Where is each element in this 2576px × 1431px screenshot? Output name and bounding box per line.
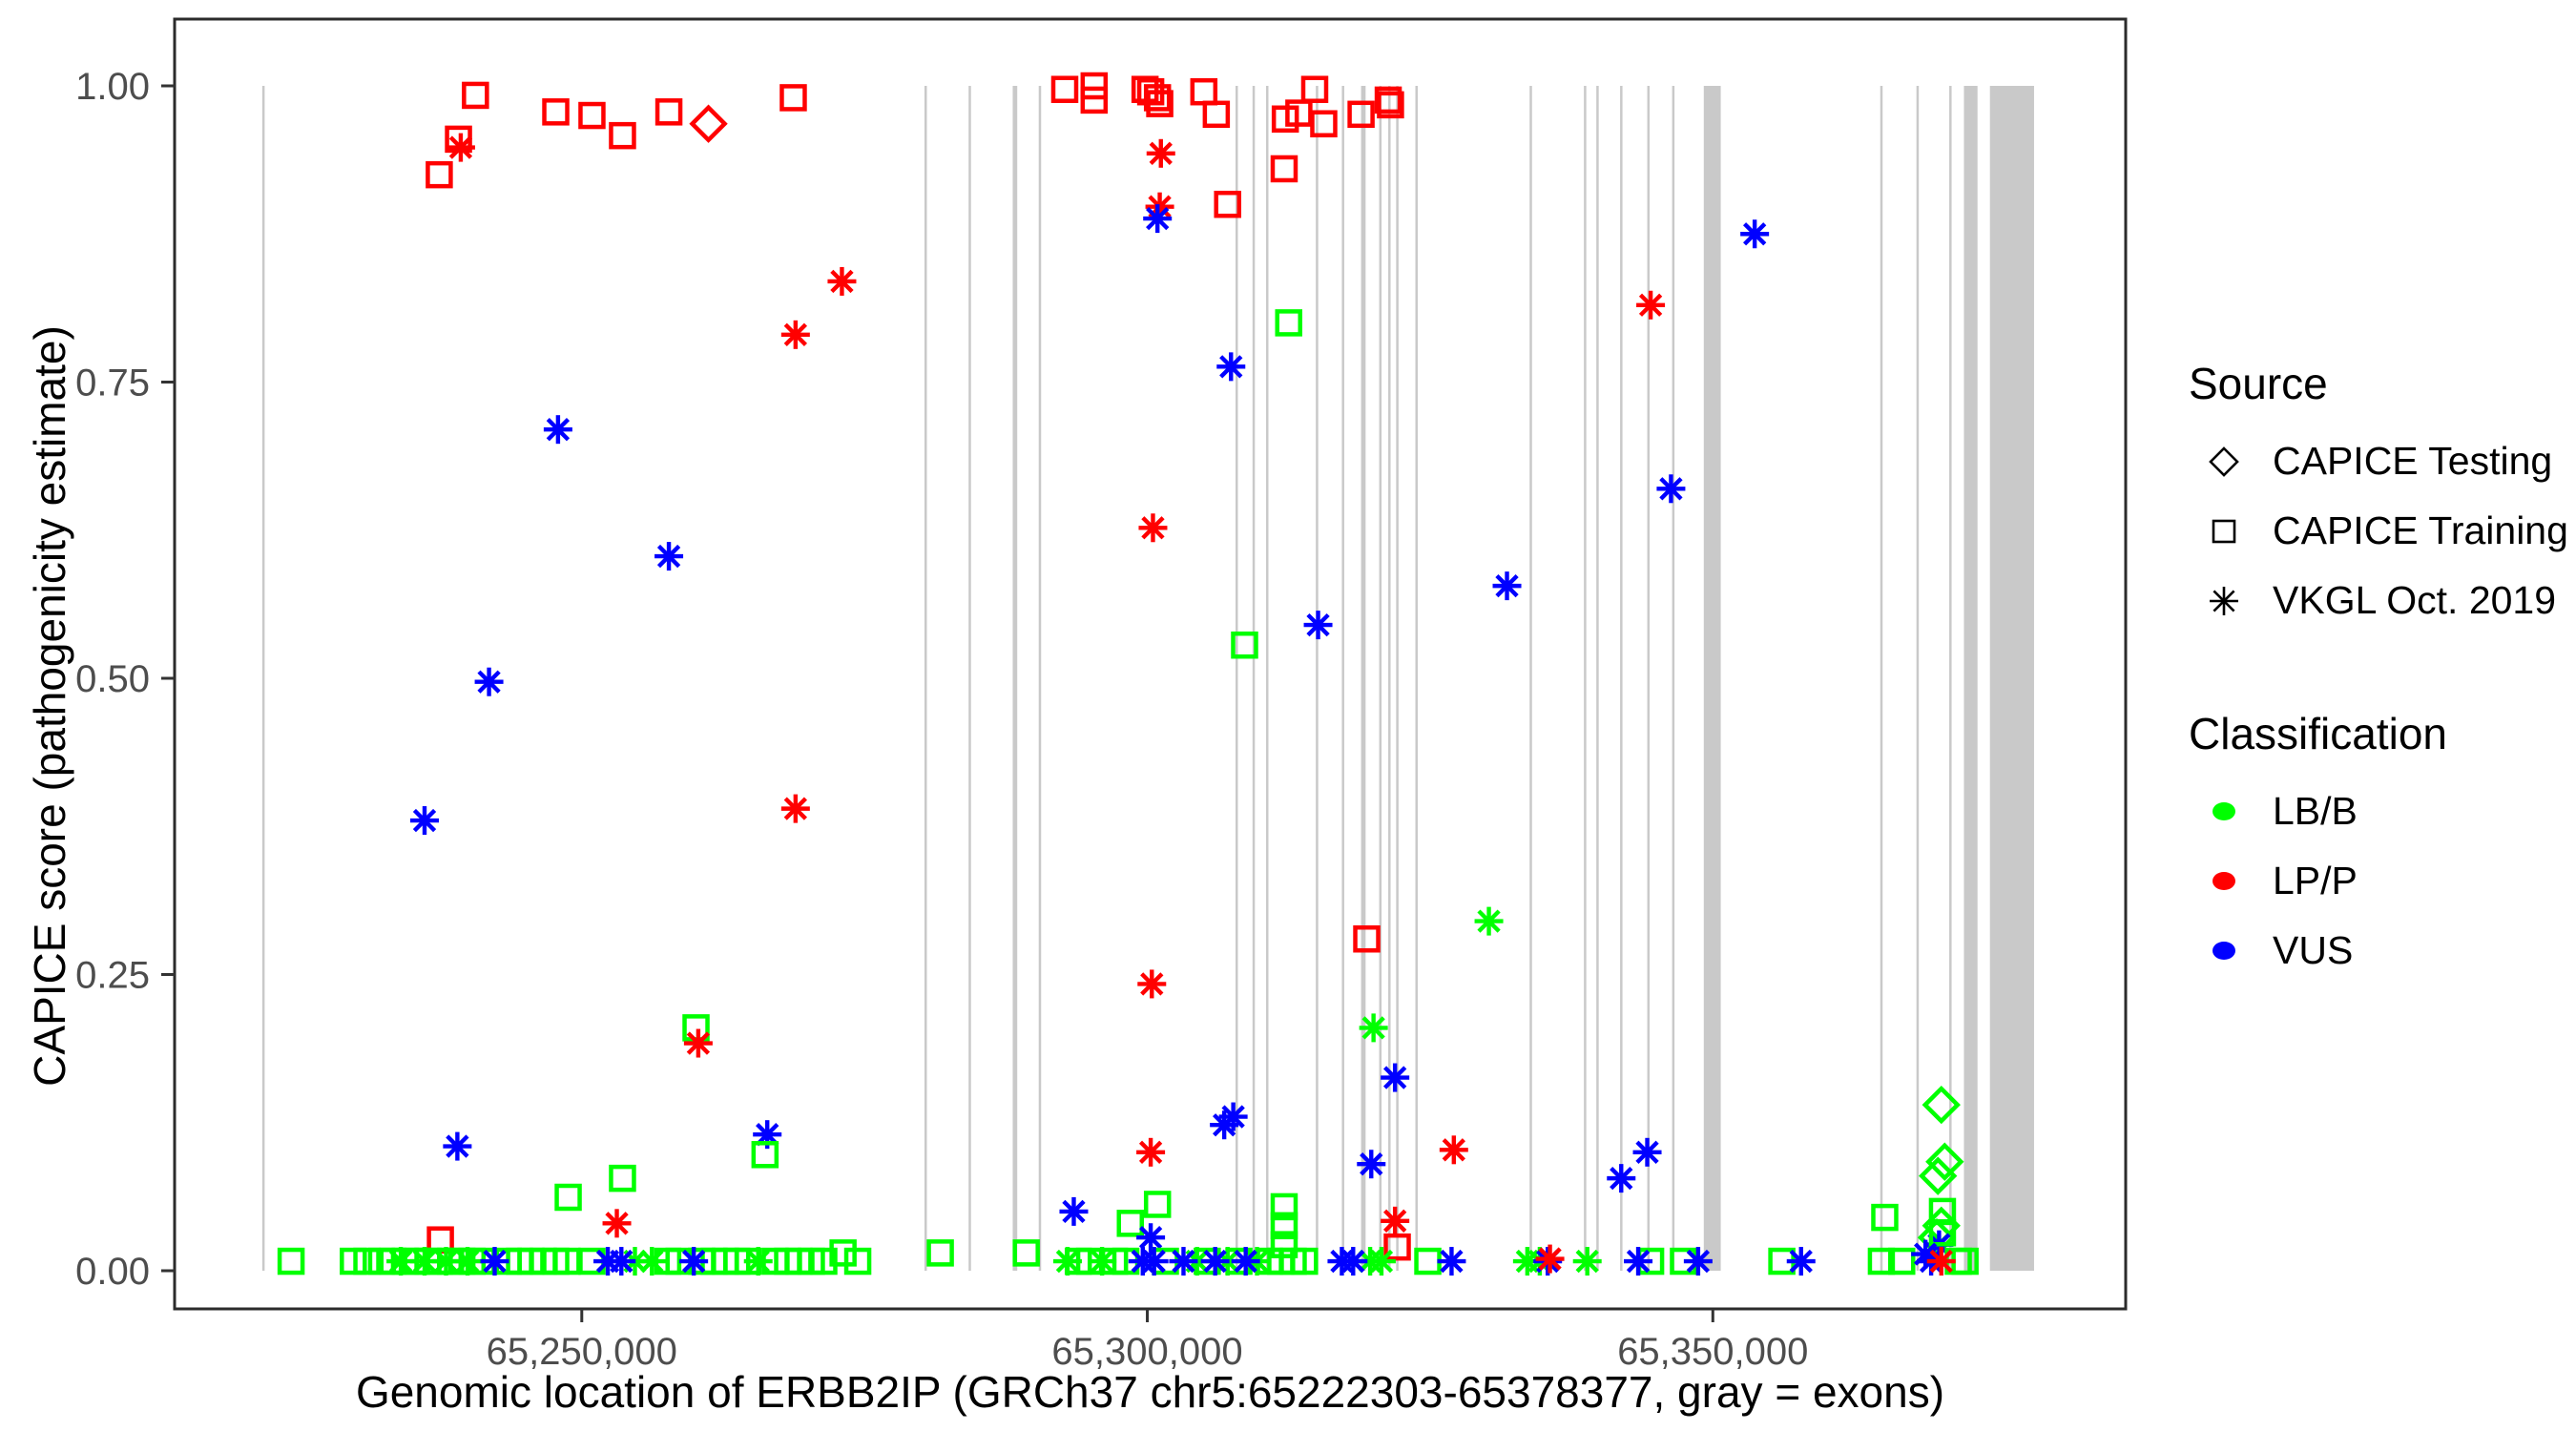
svg-text:65,250,000: 65,250,000 [487,1331,677,1373]
vus-dot-icon [2189,942,2259,960]
legend-item-lpp: LP/P [2189,846,2447,916]
legend-item-capice-training: CAPICE Training [2189,496,2568,566]
legend-item-vus: VUS [2189,916,2447,985]
diamond-icon [2189,445,2259,479]
lpp-dot-icon [2189,872,2259,890]
legend-label: VKGL Oct. 2019 [2273,578,2557,622]
axes: 0.00 0.25 0.50 0.75 1.00 65,250,000 65,300,000… [75,66,1808,1373]
legend-item-vkgl: VKGL Oct. 2019 [2189,566,2568,635]
panel-border [173,17,2128,1311]
lbb-dot-icon [2189,802,2259,820]
exon-bars [261,86,2034,1271]
legend-source-title: Source [2189,359,2328,408]
svg-text:0.25: 0.25 [75,955,150,997]
legend-classification-title: Classification [2189,709,2447,758]
x-axis-title: Genomic location of ERBB2IP (GRCh37 chr5… [355,1367,1945,1417]
y-axis-title: CAPICE score (pathogenicity estimate) [25,325,74,1087]
legend-item-capice-testing: CAPICE Testing [2189,426,2568,496]
svg-text:65,300,000: 65,300,000 [1051,1331,1242,1373]
legend-label: VUS [2273,928,2354,972]
svg-text:0.75: 0.75 [75,363,150,404]
legend-label: CAPICE Testing [2273,439,2553,483]
svg-text:0.50: 0.50 [75,658,150,700]
legend-label: LP/P [2273,859,2358,902]
legend-classification: Classification LB/B LP/P VUS [2189,708,2447,985]
svg-text:1.00: 1.00 [75,66,150,108]
asterisk-icon [2189,583,2259,619]
svg-text:0.00: 0.00 [75,1251,150,1293]
legend-item-lbb: LB/B [2189,777,2447,846]
legend-source: Source CAPICE Testing CAPICE Training [2189,358,2568,635]
legend-label: LB/B [2273,789,2358,833]
square-icon [2189,517,2259,546]
data-points [277,72,1979,1276]
svg-text:65,350,000: 65,350,000 [1617,1331,1808,1373]
legend-label: CAPICE Training [2273,508,2568,552]
